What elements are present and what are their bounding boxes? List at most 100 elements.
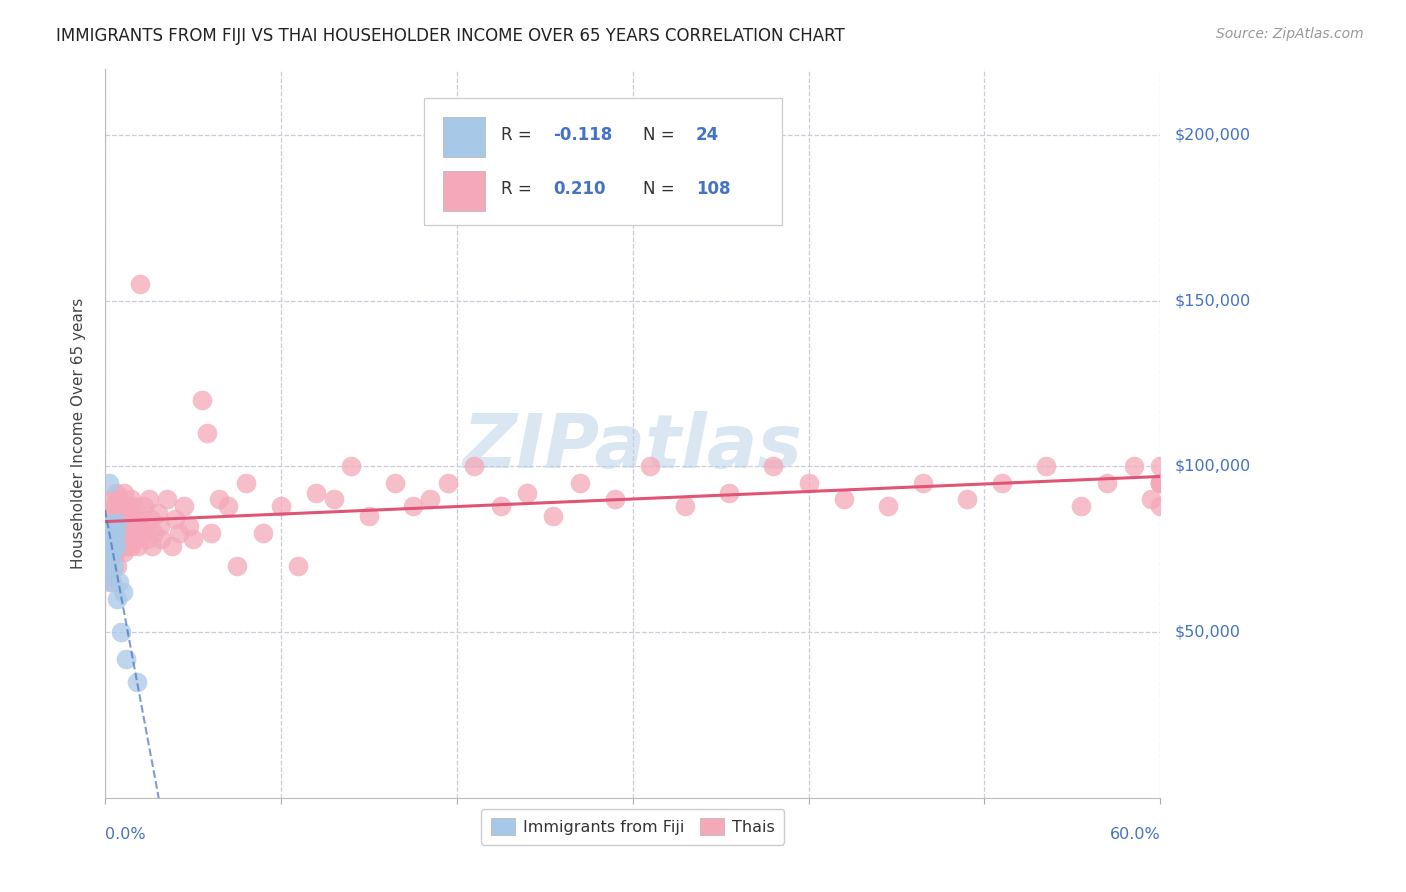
FancyBboxPatch shape — [443, 170, 485, 211]
Point — [108, 492, 131, 507]
Point — [104, 525, 127, 540]
Point — [150, 533, 173, 547]
Point — [108, 539, 131, 553]
Point — [122, 499, 145, 513]
Point — [101, 545, 124, 559]
FancyBboxPatch shape — [443, 117, 485, 157]
Text: 60.0%: 60.0% — [1109, 827, 1160, 842]
Point — [1149, 475, 1171, 490]
Point — [340, 459, 363, 474]
Point — [181, 533, 204, 547]
Point — [105, 516, 128, 530]
Point — [155, 492, 177, 507]
Point — [876, 499, 898, 513]
Text: $50,000: $50,000 — [1174, 624, 1240, 640]
Point — [125, 512, 148, 526]
Point — [357, 509, 380, 524]
Point — [103, 533, 125, 547]
Point — [97, 533, 120, 547]
Point — [143, 525, 166, 540]
Point — [115, 533, 138, 547]
Point — [111, 539, 134, 553]
Point — [225, 558, 247, 573]
Point — [104, 539, 127, 553]
Point — [105, 506, 128, 520]
Text: 24: 24 — [696, 126, 720, 144]
Text: ZIPatlas: ZIPatlas — [463, 411, 803, 484]
Point — [111, 512, 134, 526]
Point — [117, 499, 139, 513]
Point — [115, 651, 138, 665]
Point — [235, 475, 257, 490]
Point — [402, 499, 425, 513]
Point — [1140, 492, 1163, 507]
Text: $100,000: $100,000 — [1174, 458, 1250, 474]
Point — [105, 591, 128, 606]
Text: R =: R = — [501, 126, 531, 144]
Point — [148, 519, 170, 533]
Point — [98, 525, 121, 540]
Text: -0.118: -0.118 — [554, 126, 613, 144]
Point — [132, 499, 155, 513]
Point — [568, 475, 591, 490]
Point — [718, 485, 741, 500]
Point — [110, 519, 132, 533]
Point — [104, 545, 127, 559]
Point — [112, 485, 135, 500]
Point — [252, 525, 274, 540]
Point — [419, 492, 441, 507]
Text: IMMIGRANTS FROM FIJI VS THAI HOUSEHOLDER INCOME OVER 65 YEARS CORRELATION CHART: IMMIGRANTS FROM FIJI VS THAI HOUSEHOLDER… — [56, 27, 845, 45]
Point — [111, 499, 134, 513]
Point — [1149, 475, 1171, 490]
Point — [134, 519, 156, 533]
Point — [101, 516, 124, 530]
Point — [118, 512, 141, 526]
Point — [1149, 459, 1171, 474]
Point — [115, 506, 138, 520]
Point — [103, 542, 125, 557]
Point — [129, 509, 152, 524]
Point — [160, 539, 183, 553]
Point — [463, 459, 485, 474]
Point — [208, 492, 231, 507]
Point — [125, 674, 148, 689]
Point — [101, 533, 124, 547]
Point — [117, 539, 139, 553]
Text: R =: R = — [501, 180, 531, 198]
Point — [97, 566, 120, 580]
Point — [127, 539, 149, 553]
Point — [165, 512, 187, 526]
Point — [305, 485, 328, 500]
Point — [489, 499, 512, 513]
Point — [270, 499, 292, 513]
Point — [101, 575, 124, 590]
Point — [217, 499, 239, 513]
Point — [103, 499, 125, 513]
Point — [1097, 475, 1119, 490]
Text: 0.210: 0.210 — [554, 180, 606, 198]
Point — [832, 492, 855, 507]
Point — [638, 459, 661, 474]
Point — [603, 492, 626, 507]
Point — [98, 552, 121, 566]
Point — [1149, 499, 1171, 513]
Point — [173, 499, 195, 513]
Point — [1122, 459, 1144, 474]
Point — [98, 575, 121, 590]
Point — [120, 539, 142, 553]
Point — [437, 475, 460, 490]
Point — [131, 525, 153, 540]
Point — [179, 519, 201, 533]
Point — [122, 519, 145, 533]
Point — [139, 512, 162, 526]
Text: $200,000: $200,000 — [1174, 128, 1250, 143]
Point — [129, 277, 152, 291]
Point — [111, 585, 134, 599]
Point — [97, 475, 120, 490]
Point — [97, 566, 120, 580]
Point — [138, 492, 160, 507]
Point — [108, 575, 131, 590]
Point — [797, 475, 820, 490]
Text: N =: N = — [643, 180, 675, 198]
Point — [673, 499, 696, 513]
